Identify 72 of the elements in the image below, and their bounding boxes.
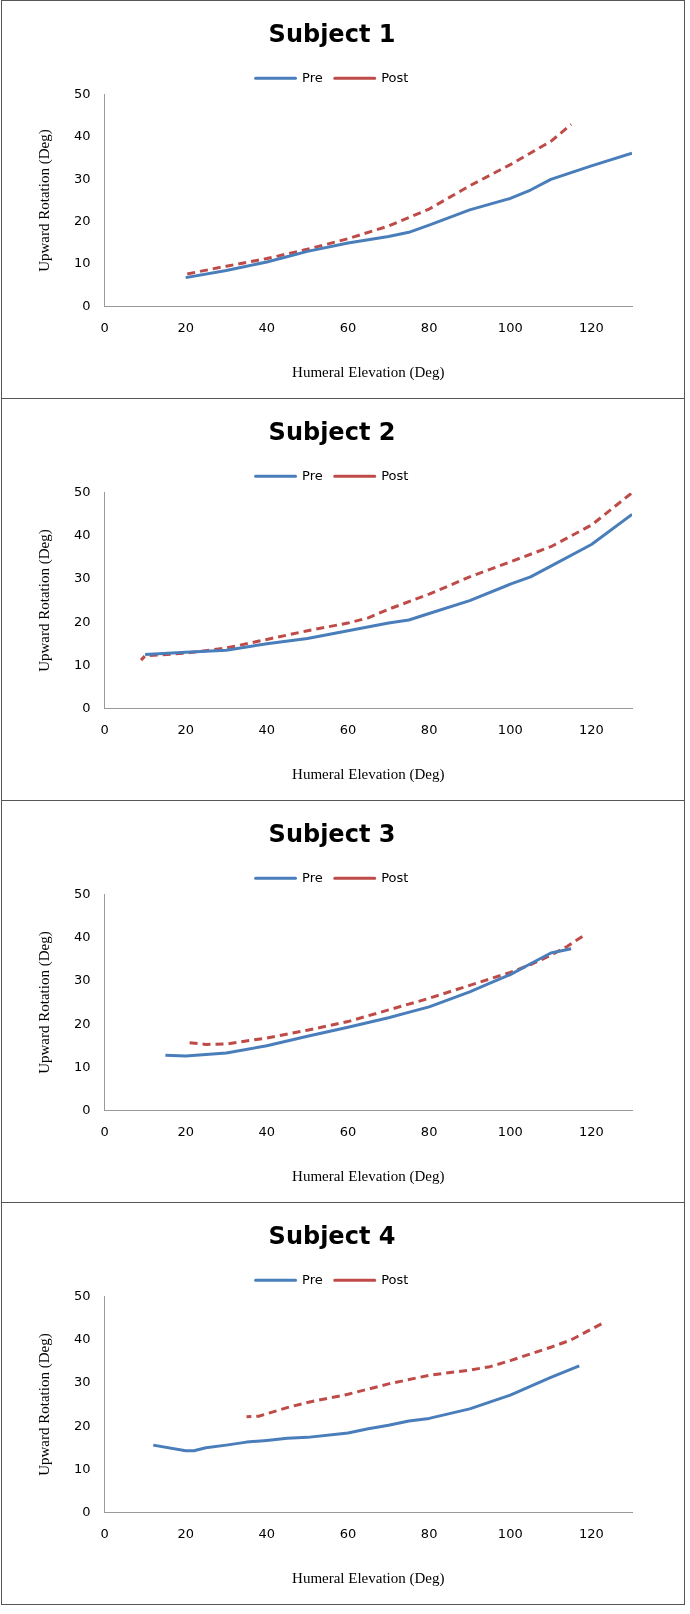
- chart-title: Subject 4: [268, 1221, 396, 1250]
- y-tick-label: 20: [74, 213, 91, 229]
- x-tick-label: 60: [339, 721, 357, 737]
- y-tick-label: 30: [74, 972, 91, 988]
- legend-label: Pre: [302, 69, 323, 85]
- y-tick-label: 20: [74, 1417, 91, 1433]
- y-tick-label: 40: [74, 1331, 91, 1347]
- y-tick-label: 50: [74, 86, 91, 102]
- x-tick-label: 120: [579, 1123, 604, 1139]
- y-tick-label: 40: [74, 929, 91, 945]
- y-tick-label: 0: [82, 1101, 91, 1117]
- x-tick-label: 40: [258, 721, 276, 737]
- legend-label: Post: [381, 467, 409, 483]
- x-tick-label: 20: [177, 1123, 194, 1139]
- y-tick-label: 0: [82, 1503, 91, 1519]
- x-tick-label: 120: [579, 319, 604, 335]
- x-tick-label: 40: [258, 1525, 276, 1541]
- y-tick-label: 20: [74, 613, 91, 629]
- x-tick-label: 80: [420, 721, 438, 737]
- x-axis-title: Humeral Elevation (Deg): [292, 1167, 445, 1185]
- x-tick-label: 60: [339, 1123, 357, 1139]
- legend-label: Post: [381, 69, 409, 85]
- y-axis-title: Upward Rotation (Deg): [35, 1333, 53, 1476]
- x-tick-label: 60: [339, 1525, 357, 1541]
- y-tick-label: 10: [74, 255, 91, 271]
- y-tick-label: 30: [74, 570, 91, 586]
- y-tick-label: 50: [74, 484, 91, 500]
- x-axis-title: Humeral Elevation (Deg): [292, 363, 445, 381]
- legend-label: Pre: [302, 1271, 323, 1287]
- x-tick-label: 120: [579, 1525, 604, 1541]
- x-tick-label: 100: [497, 1123, 523, 1139]
- y-tick-label: 40: [74, 128, 91, 144]
- x-tick-label: 40: [258, 319, 276, 335]
- y-tick-label: 50: [74, 1288, 91, 1304]
- y-axis-title: Upward Rotation (Deg): [35, 529, 53, 672]
- x-tick-label: 80: [420, 1123, 438, 1139]
- x-tick-label: 100: [497, 721, 523, 737]
- x-axis-title: Humeral Elevation (Deg): [292, 1569, 445, 1587]
- y-tick-label: 10: [74, 1460, 91, 1476]
- x-tick-label: 0: [100, 1525, 109, 1541]
- chart-title: Subject 2: [268, 417, 396, 446]
- legend-label: Pre: [302, 869, 323, 885]
- y-tick-label: 0: [82, 699, 91, 715]
- x-tick-label: 80: [420, 1525, 438, 1541]
- x-tick-label: 100: [497, 1525, 523, 1541]
- x-tick-label: 60: [339, 319, 357, 335]
- y-tick-label: 10: [74, 1058, 91, 1074]
- chart-title: Subject 3: [268, 819, 396, 848]
- legend-label: Pre: [302, 467, 323, 483]
- y-tick-label: 40: [74, 527, 91, 543]
- x-tick-label: 0: [100, 1123, 109, 1139]
- chart-title: Subject 1: [268, 19, 396, 48]
- x-tick-label: 100: [497, 319, 523, 335]
- legend-label: Post: [381, 869, 409, 885]
- x-tick-label: 20: [177, 1525, 194, 1541]
- y-tick-label: 0: [82, 297, 91, 313]
- x-tick-label: 20: [177, 319, 194, 335]
- x-axis-title: Humeral Elevation (Deg): [292, 765, 445, 783]
- y-axis-title: Upward Rotation (Deg): [35, 931, 53, 1074]
- y-tick-label: 30: [74, 1374, 91, 1390]
- x-tick-label: 120: [579, 721, 604, 737]
- y-tick-label: 30: [74, 170, 91, 186]
- x-tick-label: 0: [100, 319, 109, 335]
- x-tick-label: 20: [177, 721, 194, 737]
- x-tick-label: 40: [258, 1123, 276, 1139]
- legend-label: Post: [381, 1271, 409, 1287]
- x-tick-label: 0: [100, 721, 109, 737]
- y-tick-label: 10: [74, 656, 91, 672]
- y-tick-label: 50: [74, 886, 91, 902]
- y-axis-title: Upward Rotation (Deg): [35, 129, 53, 272]
- y-tick-label: 20: [74, 1015, 91, 1031]
- x-tick-label: 80: [420, 319, 438, 335]
